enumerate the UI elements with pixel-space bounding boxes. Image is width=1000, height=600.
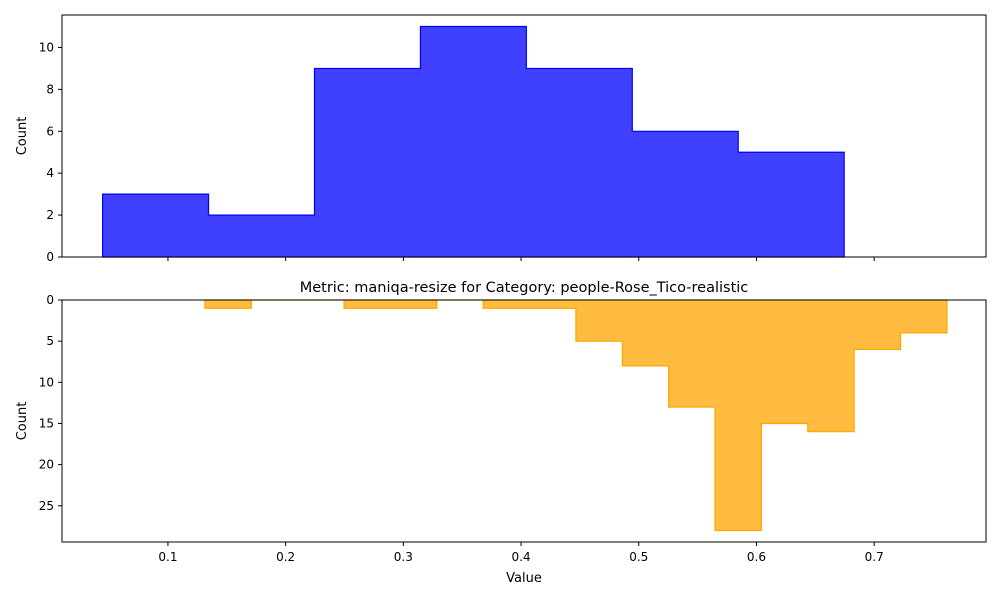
- bottom-y-tick-label: 5: [46, 334, 54, 348]
- bottom-histogram-panel: Metric: maniqa-resize for Category: peop…: [15, 280, 987, 586]
- top-y-tick-label: 10: [39, 40, 54, 54]
- bottom-histogram-bin: [622, 300, 668, 366]
- bottom-x-tick-label: 0.4: [512, 550, 531, 564]
- bottom-x-tick-label: 0.2: [276, 550, 295, 564]
- bottom-histogram-bin: [344, 300, 390, 308]
- bottom-y-tick-label: 0: [46, 293, 54, 307]
- bottom-histogram-bin: [576, 300, 622, 341]
- bottom-histogram-bin: [808, 300, 854, 432]
- top-histogram-bin: [526, 68, 632, 257]
- top-x-ticks: [167, 257, 875, 261]
- top-plot-frame: [61, 14, 987, 258]
- top-y-tick-label: 0: [46, 250, 54, 264]
- bottom-series-group: [204, 299, 948, 532]
- top-histogram-bin: [209, 215, 315, 257]
- bottom-histogram-bin: [669, 300, 715, 407]
- bottom-histogram-bin: [530, 300, 576, 308]
- bottom-y-tick-label: 20: [39, 458, 54, 472]
- bottom-histogram-series-0: [204, 299, 948, 532]
- top-histogram-bin: [420, 27, 526, 257]
- bottom-histogram-bin: [761, 300, 807, 423]
- bottom-histogram-bin: [205, 300, 251, 308]
- bottom-y-tick-label: 15: [39, 416, 54, 430]
- top-histogram-bin: [314, 68, 420, 257]
- top-y-tick-label: 8: [46, 82, 54, 96]
- top-histogram-panel: 0 2 4 6 8 10 Count: [15, 14, 987, 264]
- bottom-histogram-bin: [715, 300, 761, 530]
- bottom-x-ticks: 0.1 0.2 0.3 0.4 0.5 0.6 0.7: [158, 542, 884, 564]
- top-y-ticks: 0 2 4 6 8 10: [39, 40, 62, 264]
- x-axis-label: Value: [506, 571, 542, 586]
- bottom-y-ticks: 0 5 10 15 20 25: [39, 293, 62, 513]
- bottom-histogram-bin: [901, 300, 947, 333]
- bottom-plot-frame: [61, 299, 987, 543]
- bottom-x-tick-label: 0.5: [629, 550, 648, 564]
- top-histogram-series-0: [102, 25, 845, 258]
- top-series-group: [102, 25, 845, 258]
- bottom-histogram-bin: [483, 300, 529, 308]
- top-y-tick-label: 6: [46, 124, 54, 138]
- bottom-chart-title: Metric: maniqa-resize for Category: peop…: [300, 280, 749, 296]
- top-y-tick-label: 2: [46, 208, 54, 222]
- bottom-y-axis-label: Count: [15, 402, 30, 441]
- top-histogram-bin: [738, 152, 844, 257]
- bottom-histogram-bin: [854, 300, 900, 349]
- bottom-x-tick-label: 0.3: [394, 550, 413, 564]
- bottom-x-tick-label: 0.7: [865, 550, 884, 564]
- bottom-histogram-bin: [390, 300, 436, 308]
- top-y-axis-label: Count: [15, 117, 30, 156]
- bottom-x-tick-label: 0.6: [747, 550, 766, 564]
- bottom-y-tick-label: 10: [39, 375, 54, 389]
- bottom-x-tick-label: 0.1: [158, 550, 177, 564]
- top-histogram-bin: [632, 131, 738, 257]
- top-y-tick-label: 4: [46, 166, 54, 180]
- bottom-y-tick-label: 25: [39, 499, 54, 513]
- top-histogram-bin: [103, 194, 209, 257]
